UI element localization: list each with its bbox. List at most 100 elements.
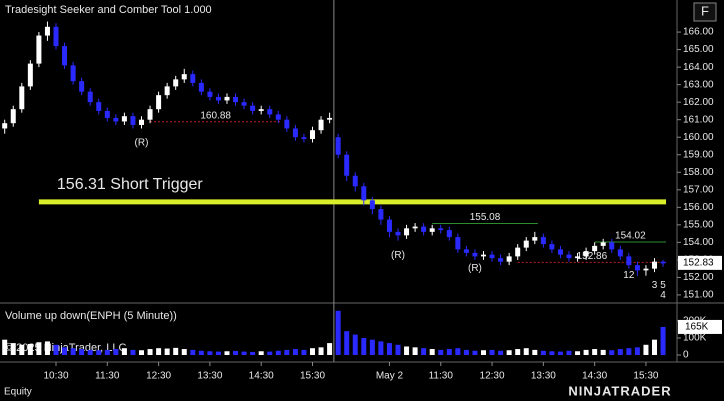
candle-body [378,209,384,220]
price-line-label: 155.08 [470,212,501,223]
candle-body [498,258,504,262]
candle-body [250,105,256,111]
candle-body [36,35,42,64]
candle-body [79,81,85,92]
volume-bar [506,350,512,355]
candle-body [62,46,68,66]
candle-body [472,252,478,257]
candle-body [369,200,375,210]
price-line-label: 154.02 [615,231,646,242]
volume-bar [549,351,555,355]
candle-body [540,237,546,245]
candle-body [2,123,8,129]
volume-bar [301,349,307,355]
volume-bar [70,348,76,355]
volume-bar [310,348,315,355]
volume-bar [284,349,290,355]
y-tick-label: 164.00 [683,62,714,73]
marker: 4 [660,290,666,301]
corner-button[interactable]: F [701,3,709,18]
volume-bar [53,344,59,355]
y-tick-label: 151.00 [683,290,714,301]
volume-bar [395,344,401,355]
candle-body [215,96,221,101]
candle-body [532,237,538,241]
y-tick-label: 162.00 [683,97,714,108]
last-volume-box [678,319,722,334]
y-tick-label: 159.00 [683,149,714,160]
volume-bar [241,351,247,355]
volume-bar [233,350,239,355]
volume-bar [139,350,144,355]
volume-bar [643,344,649,355]
y2-tick-label: 100K [683,333,707,344]
candle-body [156,95,162,110]
x-tick-label: 13:30 [197,371,222,382]
volume-bar [181,349,187,355]
y-tick-label: 157.00 [683,184,714,195]
y-tick-label: 155.00 [683,219,714,230]
candle-body [575,256,581,259]
x-tick-label: 12:30 [146,371,171,382]
candle-body [557,249,563,255]
marker: (R) [135,138,149,149]
volume-bar [600,349,606,355]
volume-bar [198,350,204,355]
candle-body [258,109,264,111]
candle-body [181,74,187,80]
candle-body [96,102,102,111]
volume-bar [327,343,333,355]
x-tick-label: 14:30 [249,371,274,382]
volume-bar [472,350,478,355]
x-tick-label: 11:30 [429,371,454,382]
corner-button-box[interactable] [693,2,717,22]
volume-bar [446,349,452,355]
volume-bar [652,339,657,355]
volume-bar [498,350,504,355]
candle-body [386,219,392,232]
y-tick-label: 158.00 [683,167,714,178]
candle-body [104,110,110,118]
volume-bar [267,351,273,355]
candle-body [523,240,529,248]
candle-body [438,228,444,231]
y-tick-label: 165.00 [683,44,714,55]
candle-body [173,79,179,87]
candle-body [44,26,50,36]
volume-bar [369,339,375,355]
candle-body [284,119,290,129]
x-tick-label: May 2 [376,371,404,382]
x-tick-label: 11:30 [95,371,120,382]
y-tick-label: 166.00 [683,27,714,38]
volume-bar [583,349,589,355]
candle-body [634,265,640,271]
marker: 3 [652,280,658,291]
volume-bar [481,350,486,355]
volume-bar [224,351,230,355]
trigger-label: 156.31 Short Trigger [57,176,204,193]
marker: (R) [468,263,482,274]
volume-bar [626,348,632,355]
volume-bar [421,348,427,355]
candle-body [241,102,247,106]
candle-body [515,247,521,257]
volume-bar [386,343,392,355]
y-tick-label: 163.00 [683,79,714,90]
x-tick-label: 15:30 [300,371,325,382]
candle-body [506,256,512,262]
volume-bar [275,350,281,355]
volume-bar [87,349,93,355]
candle-body [53,26,59,47]
volume-bar [190,349,196,355]
volume-bar [62,347,68,355]
candle-body [267,109,273,115]
candle-body [318,119,324,131]
volume-bar [19,344,25,355]
volume-bar [566,350,572,355]
volume-bar [617,349,623,355]
candle-body [233,96,239,103]
y-tick-label: 152.00 [683,272,714,283]
volume-bar [429,349,435,355]
candle-body [361,186,367,201]
volume-bar [79,349,85,355]
